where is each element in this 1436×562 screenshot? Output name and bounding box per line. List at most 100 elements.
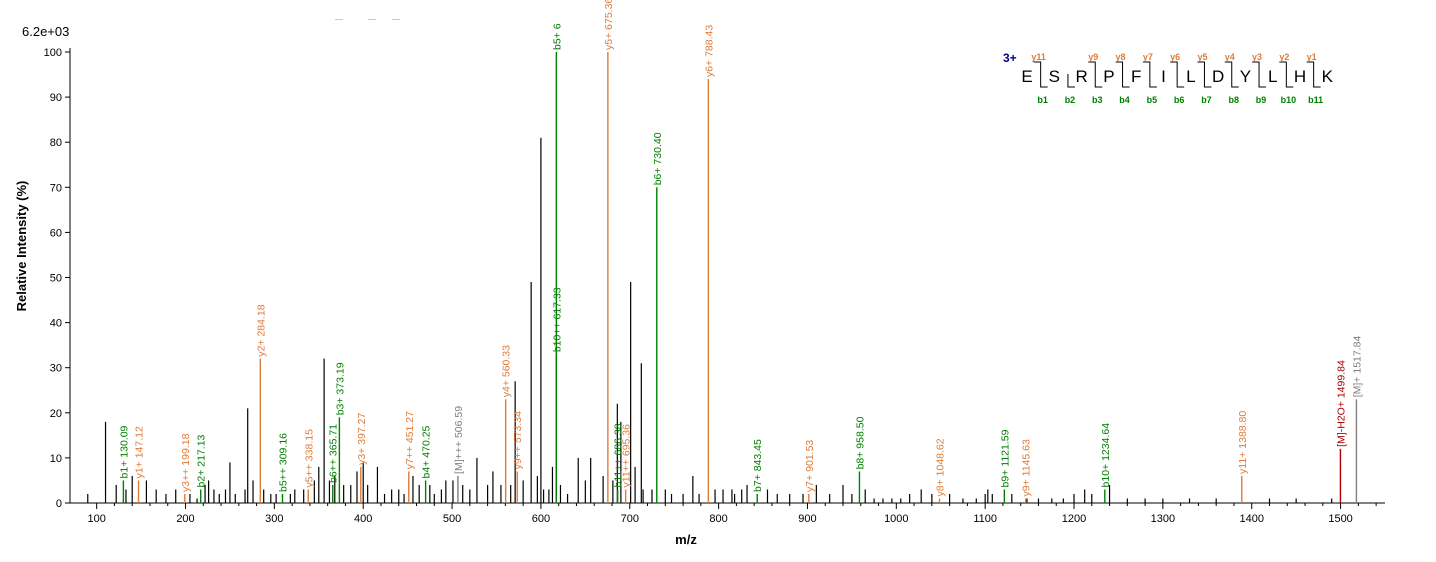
b-ion-label: b9 <box>1256 95 1267 105</box>
peak-label-b: b1+ 130.09 <box>118 425 130 478</box>
x-tick-label: 800 <box>709 513 727 525</box>
x-tick-label: 1200 <box>1062 513 1086 525</box>
peak-label-b: b3+ 373.19 <box>334 362 346 415</box>
residue: L <box>1186 67 1195 86</box>
b-ion-label: b10 <box>1281 95 1297 105</box>
x-tick-label: 300 <box>265 513 283 525</box>
y-ion-label: y1 <box>1307 52 1317 62</box>
top-dash <box>368 19 376 20</box>
y-tick-label: 70 <box>50 182 62 194</box>
peak-label-b: b5++ 309.16 <box>277 433 289 492</box>
peak-label-b: b11++ 686.38 <box>613 423 625 487</box>
y-ion-label: y6 <box>1170 52 1180 62</box>
peak-label-b: b10+ 1234.64 <box>1100 423 1112 488</box>
b-ion-label: b11 <box>1308 95 1323 105</box>
peak-label-y: y11++ 695.36 <box>621 424 633 488</box>
y-axis-label: Relative Intensity (%) <box>14 181 29 312</box>
residue: D <box>1212 67 1224 86</box>
b-ion-bracket <box>1040 74 1048 88</box>
b-ion-label: b3 <box>1092 95 1103 105</box>
y-ion-bracket <box>1033 61 1042 74</box>
b-ion-bracket <box>1258 74 1267 88</box>
top-dash <box>392 19 400 20</box>
y-tick-label: 10 <box>50 453 62 465</box>
residue: I <box>1161 67 1166 86</box>
peak-labels: b1+ 130.09 y1+ 147.12 y3++ 199.18 b2+ 217.1… <box>118 0 1363 496</box>
b-ion-label: b4 <box>1119 95 1130 105</box>
charge-label: 3+ <box>1003 51 1017 65</box>
peak-label-b: b7+ 843.45 <box>752 439 764 492</box>
y-ion-bracket <box>1279 61 1287 74</box>
b-ion-bracket <box>1067 74 1075 88</box>
peak-label-precursor: [M]+++ 506.59 <box>453 406 465 474</box>
axes: 0 10 20 30 40 50 60 70 80 90 100 100 200 300 400 500 600… <box>44 47 1385 525</box>
y-tick-label: 20 <box>50 408 62 420</box>
peak-label-b: b6+ 730.40 <box>652 132 664 185</box>
y-ion-bracket <box>1224 61 1233 74</box>
x-tick-label: 200 <box>176 513 194 525</box>
residue: K <box>1322 67 1334 86</box>
y-ion-bracket <box>1170 61 1178 74</box>
y-ion-bracket <box>1088 61 1096 74</box>
peak-label-y: y5++ 338.15 <box>303 429 315 488</box>
peak-label-y: y8+ 1048.62 <box>935 438 947 496</box>
peak-label-y: y1+ 147.12 <box>134 426 146 478</box>
y-tick-label: 30 <box>50 363 62 375</box>
y-ion-label: y11 <box>1031 52 1046 62</box>
y-ion-label: y7 <box>1143 52 1153 62</box>
y-ion-bracket <box>1252 61 1260 74</box>
y-ion-bracket <box>1142 61 1151 74</box>
peak-label-precursor: [M]+ 1517.84 <box>1351 336 1363 398</box>
peak-label-y: y3++ 199.18 <box>180 433 192 492</box>
peak-label-y: y7++ 451.27 <box>404 411 416 470</box>
y-tick-label: 90 <box>50 92 62 104</box>
b-ion-label: b6 <box>1174 95 1185 105</box>
peak-label-y: y5+ 675.36 <box>603 0 615 50</box>
b-ion-bracket <box>1313 74 1321 88</box>
b-ion-label: b8 <box>1228 95 1239 105</box>
peak-label-y: y4+ 560.33 <box>501 345 513 397</box>
y-tick-label: 50 <box>50 273 62 285</box>
peak-label-b: b9+ 1121.59 <box>999 429 1011 487</box>
peak-label-b: b2+ 217.13 <box>196 434 208 487</box>
x-tick-label: 1100 <box>973 513 997 525</box>
y-tick-label: 60 <box>50 227 62 239</box>
x-tick-label: 100 <box>87 513 105 525</box>
y-ion-bracket <box>1306 61 1315 74</box>
y-ion-bracket <box>1115 61 1124 74</box>
b-ion-bracket <box>1122 74 1130 88</box>
peak-label-b: b4+ 470.25 <box>421 425 433 478</box>
b-ion-label: b2 <box>1065 95 1076 105</box>
b-ion-label: b1 <box>1037 95 1048 105</box>
max-intensity-label: 6.2e+03 <box>22 24 69 39</box>
b-ion-bracket <box>1231 74 1239 88</box>
peak-label-b: b8+ 958.50 <box>854 416 866 469</box>
peak-label-y: y9+ 1145.63 <box>1021 439 1033 496</box>
peak-label-neutral_loss: [M]-H2O+ 1499.84 <box>1335 360 1347 447</box>
b-ion-bracket <box>1285 74 1294 88</box>
x-tick-label: 1300 <box>1151 513 1175 525</box>
b-ion-bracket <box>1149 74 1157 88</box>
peak-label-b: b6++ 365.71 <box>328 424 340 483</box>
peak-label-y: y9++ 573.34 <box>512 411 524 470</box>
residue: P <box>1103 67 1114 86</box>
x-tick-label: 500 <box>443 513 461 525</box>
peaks <box>87 52 1358 503</box>
x-tick-label: 1400 <box>1239 513 1263 525</box>
y-ion-label: y9 <box>1088 52 1098 62</box>
peak-label-y: y6+ 788.43 <box>703 25 715 77</box>
peak-label-b: b5+ 6 <box>551 23 563 50</box>
y-tick-label: 100 <box>44 47 62 59</box>
residue: F <box>1131 67 1141 86</box>
x-tick-label: 600 <box>532 513 550 525</box>
y-tick-label: 0 <box>56 498 62 510</box>
y-ion-bracket <box>1197 61 1205 74</box>
residue: R <box>1075 67 1087 86</box>
y-ion-label: y4 <box>1225 52 1235 62</box>
residue: E <box>1021 67 1032 86</box>
b-ion-label: b7 <box>1201 95 1212 105</box>
x-tick-label: 1500 <box>1328 513 1352 525</box>
peak-label-y: y7+ 901.53 <box>804 440 816 492</box>
x-tick-label: 400 <box>354 513 372 525</box>
